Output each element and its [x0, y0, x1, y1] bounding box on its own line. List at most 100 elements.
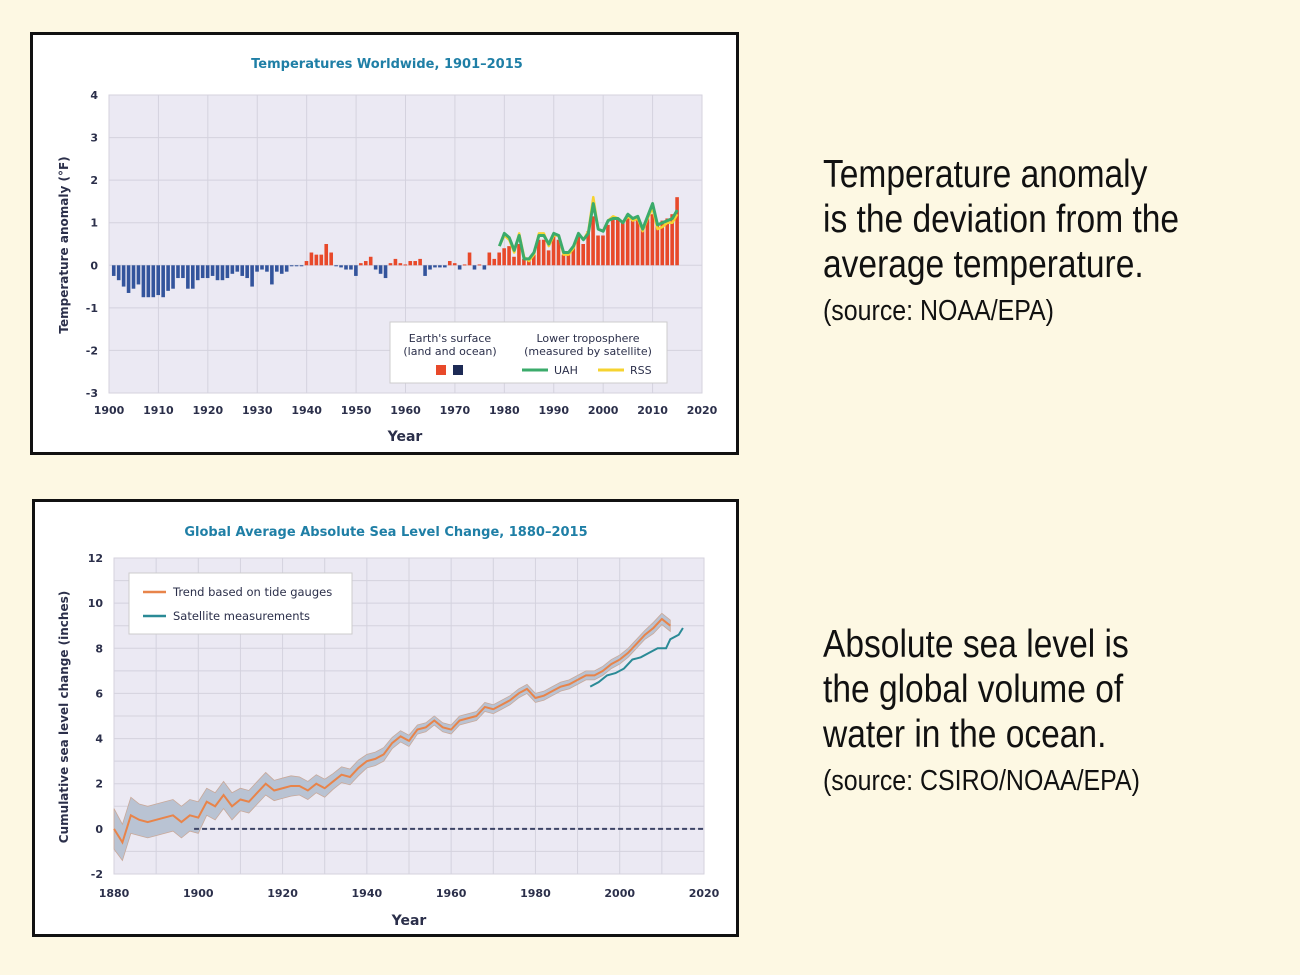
series-line-satellite — [589, 627, 684, 688]
temperature-bar — [606, 224, 610, 266]
temperature-bar — [111, 265, 116, 276]
temperature-bar — [556, 239, 561, 266]
temperature-bar — [531, 254, 536, 266]
temperature-bar — [195, 265, 200, 281]
temperature-bar — [428, 265, 432, 270]
temperature-bar — [497, 252, 501, 266]
temperature-bar — [561, 254, 566, 266]
temperature-bar — [299, 265, 304, 267]
temperature-bar — [512, 256, 516, 266]
temperature-bar — [433, 265, 437, 268]
temperature-bar — [181, 265, 185, 279]
temperature-bar — [447, 261, 452, 266]
temperature-bar — [522, 258, 526, 266]
temperature-bar — [279, 265, 284, 274]
temperature-bar — [413, 261, 417, 266]
legend-heading: (measured by satellite) — [524, 345, 652, 358]
temperature-bar — [635, 218, 640, 266]
temperature-bar — [186, 265, 190, 289]
note-line: the global volume of — [823, 668, 1124, 711]
x-tick-label: 1990 — [538, 404, 569, 417]
temperature-bar — [359, 263, 363, 266]
x-tick-label: 1930 — [242, 404, 273, 417]
temperature-bar — [640, 229, 645, 266]
temperature-bar — [368, 256, 373, 266]
x-tick-label: 1940 — [352, 887, 383, 900]
x-tick-label: 2000 — [588, 404, 619, 417]
temperature-bar — [551, 235, 556, 266]
legend-label-tide: Trend based on tide gauges — [172, 585, 332, 599]
temperature-bar — [116, 265, 121, 281]
temperature-bar — [156, 265, 161, 296]
temperature-bar — [215, 265, 220, 281]
legend-swatch-cool — [453, 365, 463, 375]
y-tick-label: 0 — [95, 823, 103, 836]
y-tick-label: 0 — [90, 259, 98, 272]
note-line: water in the ocean. — [823, 713, 1107, 756]
temperature-bar — [378, 265, 383, 274]
temperature-bar — [383, 265, 388, 279]
temperature-bar — [630, 218, 635, 266]
temperature-bar — [601, 235, 605, 266]
x-tick-label: 1970 — [440, 404, 471, 417]
temperature-bar — [670, 214, 674, 266]
temperature-bar — [339, 265, 343, 268]
temperature-bar — [344, 265, 348, 270]
temperature-bar — [354, 265, 358, 276]
temperature-bar — [200, 265, 205, 279]
temperature-bar — [541, 239, 546, 266]
note-line: is the deviation from the — [823, 198, 1180, 241]
temperature-bar — [388, 263, 393, 266]
temperature-bar — [136, 265, 141, 285]
x-tick-label: 2020 — [689, 887, 720, 900]
temperature-bar — [517, 244, 521, 266]
temperature-bar — [121, 265, 126, 287]
sea-level-chart-title: Global Average Absolute Sea Level Change… — [184, 525, 587, 540]
temperature-note: Temperature anomaly is the deviation fro… — [823, 152, 1179, 331]
x-tick-label: 1960 — [436, 887, 467, 900]
x-tick-label: 1980 — [520, 887, 551, 900]
temperature-bar — [581, 244, 585, 266]
temperature-bar — [398, 263, 403, 266]
temperature-bar — [260, 265, 264, 270]
x-tick-label: 1880 — [99, 887, 130, 900]
temperature-bar — [536, 239, 541, 266]
legend-label-rss: RSS — [630, 364, 652, 377]
temperature-bar — [270, 265, 274, 285]
temperature-bar — [235, 265, 240, 272]
x-tick-label: 2020 — [687, 404, 718, 417]
temperature-bar — [334, 265, 338, 267]
temperature-bar — [151, 265, 156, 298]
x-tick-label: 1960 — [390, 404, 421, 417]
temperature-bar — [245, 265, 249, 279]
temperature-bar — [655, 224, 660, 266]
temperature-bar — [457, 265, 462, 270]
sea-level-note: Absolute sea level is the global volume … — [823, 622, 1140, 801]
temperature-bar — [423, 265, 427, 276]
temperature-bar — [650, 214, 655, 266]
y-tick-label: 8 — [95, 642, 103, 655]
temperature-bar — [284, 265, 289, 272]
y-tick-label: 4 — [90, 89, 98, 102]
temperature-bar — [161, 265, 165, 298]
y-tick-label: -3 — [86, 387, 98, 400]
temperature-chart-title: Temperatures Worldwide, 1901–2015 — [251, 57, 523, 72]
temperature-bar — [373, 265, 378, 270]
legend-heading: (land and ocean) — [403, 345, 496, 358]
temperature-bar — [363, 261, 368, 266]
temperature-bar — [487, 252, 492, 266]
temperature-bar — [393, 258, 398, 266]
temperature-bar — [265, 265, 269, 272]
temperature-bar — [210, 265, 215, 276]
y-tick-label: -1 — [86, 302, 98, 315]
legend-heading: Lower troposphere — [537, 332, 640, 345]
temperature-bar — [255, 265, 259, 272]
legend-heading: Earth's surface — [409, 332, 492, 345]
y-tick-label: 2 — [95, 778, 103, 791]
temperature-bar — [507, 246, 511, 266]
x-tick-label: 1920 — [193, 404, 224, 417]
temperature-bar — [294, 265, 299, 267]
y-tick-label: 1 — [90, 217, 98, 230]
series-line-uah — [497, 202, 679, 261]
temperature-bar — [418, 258, 422, 266]
